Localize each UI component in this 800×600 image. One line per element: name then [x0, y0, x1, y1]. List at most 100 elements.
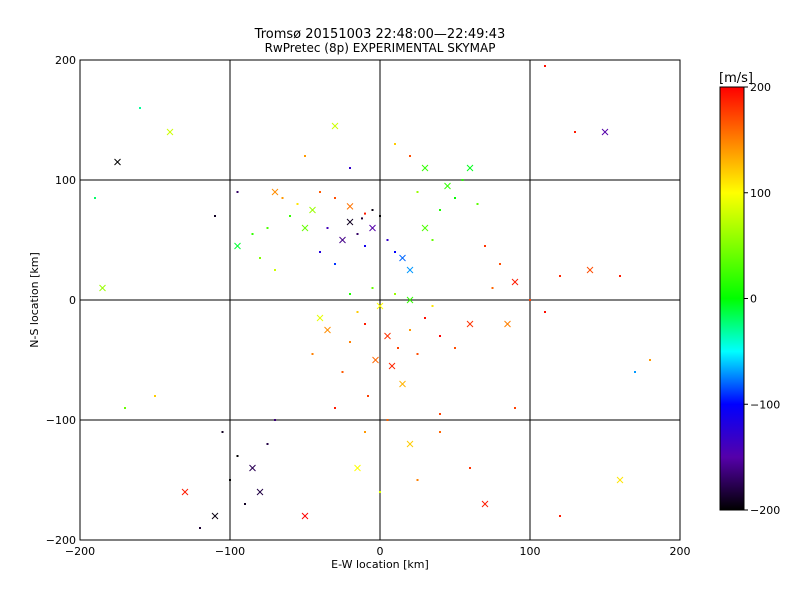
- data-point-dot: [229, 479, 231, 481]
- data-point-cross: [399, 254, 406, 262]
- data-point-dot: [386, 239, 389, 241]
- data-point-dot: [379, 491, 381, 493]
- data-point-dot: [619, 275, 621, 277]
- colorbar-tick-label: −200: [750, 504, 780, 517]
- data-point-dot: [364, 212, 366, 215]
- data-point-dot: [424, 317, 426, 319]
- data-point-cross: [271, 188, 279, 196]
- data-point-cross: [301, 224, 309, 232]
- data-point-cross: [406, 440, 414, 448]
- data-point-cross: [504, 320, 511, 328]
- x-tick-label: −100: [215, 545, 245, 558]
- data-point-dot: [416, 353, 419, 355]
- data-point-dot: [409, 329, 411, 331]
- data-point-dot: [236, 191, 239, 193]
- colorbar-tick-label: 200: [750, 81, 771, 94]
- data-point-dot: [469, 467, 471, 469]
- data-point-dot: [334, 197, 336, 199]
- colorbar-tick-label: −100: [750, 398, 780, 411]
- data-point-dot: [364, 245, 366, 247]
- data-point-dot: [304, 155, 306, 157]
- data-point-cross: [166, 128, 174, 136]
- data-point-dot: [439, 335, 441, 337]
- data-point-dot: [334, 263, 336, 265]
- data-point-dot: [431, 239, 434, 241]
- data-point-cross: [316, 314, 324, 322]
- data-point-dot: [544, 311, 546, 313]
- data-points: [94, 65, 651, 529]
- data-point-cross: [388, 362, 396, 370]
- y-tick-label: 0: [69, 294, 76, 307]
- colorbar: [719, 86, 745, 511]
- data-point-cross: [466, 320, 474, 328]
- data-point-dot: [319, 251, 321, 253]
- x-tick-label: 0: [377, 545, 384, 558]
- data-point-dot: [559, 515, 561, 517]
- data-point-dot: [544, 65, 546, 67]
- y-tick-label: 100: [55, 174, 76, 187]
- data-point-cross: [586, 266, 594, 274]
- data-point-cross: [346, 218, 354, 226]
- data-point-cross: [376, 302, 384, 310]
- data-point-cross: [354, 464, 361, 472]
- data-point-dot: [367, 395, 369, 397]
- data-point-dot: [394, 143, 396, 145]
- data-point-cross: [466, 164, 474, 172]
- data-point-cross: [444, 182, 451, 190]
- data-point-dot: [574, 131, 576, 133]
- data-point-cross: [421, 164, 429, 172]
- data-point-dot: [461, 179, 464, 181]
- data-point-dot: [439, 413, 441, 415]
- data-point-dot: [214, 215, 216, 217]
- data-point-dot: [349, 167, 351, 169]
- data-point-dot: [266, 227, 269, 229]
- data-point-cross: [324, 326, 331, 334]
- data-point-dot: [529, 299, 531, 301]
- data-point-dot: [289, 215, 291, 217]
- data-point-cross: [384, 332, 391, 340]
- data-point-dot: [491, 287, 494, 289]
- data-point-dot: [416, 479, 419, 481]
- data-point-dot: [514, 407, 516, 409]
- data-point-dot: [371, 209, 374, 211]
- x-tick-label: −200: [65, 545, 95, 558]
- data-point-cross: [346, 203, 354, 210]
- data-point-dot: [397, 347, 399, 349]
- data-point-dot: [476, 203, 479, 205]
- data-point-cross: [309, 206, 316, 214]
- data-point-dot: [296, 203, 299, 205]
- colorbar-ticks: 200 100 0 −100 −200: [744, 81, 780, 517]
- y-axis-label: N-S location [km]: [28, 252, 41, 348]
- data-point-dot: [319, 191, 321, 193]
- data-point-dot: [454, 347, 456, 349]
- data-point-dot: [559, 275, 561, 277]
- data-point-dot: [356, 311, 359, 313]
- data-point-dot: [349, 293, 351, 295]
- data-point-dot: [244, 503, 246, 505]
- data-point-cross: [211, 512, 219, 520]
- data-point-cross: [301, 512, 309, 520]
- data-point-dot: [124, 407, 126, 409]
- data-point-cross: [369, 224, 376, 232]
- data-point-dot: [364, 431, 366, 433]
- data-point-dot: [356, 233, 359, 235]
- data-point-dot: [274, 269, 276, 271]
- colorbar-tick-label: 100: [750, 187, 771, 200]
- data-point-dot: [334, 407, 336, 409]
- y-tick-label: 200: [55, 54, 76, 67]
- data-point-dot: [311, 353, 314, 355]
- y-tick-label: −100: [46, 414, 76, 427]
- data-point-cross: [601, 128, 609, 136]
- data-point-dot: [394, 251, 396, 253]
- data-point-dot: [371, 287, 374, 289]
- data-point-dot: [236, 455, 239, 457]
- data-point-cross: [399, 380, 406, 388]
- data-point-dot: [484, 245, 486, 247]
- data-point-dot: [251, 233, 254, 235]
- data-point-cross: [616, 476, 624, 484]
- x-axis-label: E-W location [km]: [331, 558, 429, 571]
- data-point-dot: [386, 419, 389, 421]
- data-point-dot: [634, 371, 636, 373]
- data-point-dot: [139, 107, 141, 109]
